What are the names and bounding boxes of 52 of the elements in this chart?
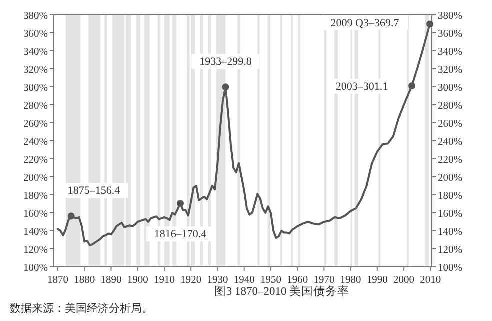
annotation: 2009 Q3–369.7: [330, 17, 400, 30]
y2-tick-label: 360%: [438, 29, 463, 40]
annotation: 2003–301.1: [336, 81, 388, 94]
x-tick-label: 1990: [366, 275, 388, 286]
x-tick-label: 1900: [127, 275, 148, 286]
x-tick-label: 1940: [234, 275, 255, 286]
y2-tick-label: 380%: [438, 11, 463, 22]
y-tick-label: 380%: [24, 11, 48, 22]
text: 图3 1870–2010 美国债务率: [214, 284, 350, 298]
y2-tick-label: 140%: [438, 227, 463, 238]
y-tick-label: 300%: [24, 83, 48, 94]
x-tick-label: 2000: [394, 275, 415, 286]
annotation: 1816–170.4: [154, 228, 208, 241]
y2-tick-label: 300%: [438, 83, 463, 94]
x-tick-label: 1910: [154, 275, 175, 286]
x-tick-label: 2010: [420, 275, 442, 286]
y-tick-label: 200%: [24, 173, 48, 184]
y-tick-label: 100%: [24, 263, 48, 274]
y2-tick-label: 220%: [438, 155, 463, 166]
y-tick-label: 140%: [24, 227, 48, 238]
source-note: 数据来源：美国经济分析局。: [10, 302, 153, 315]
y2-tick-label: 120%: [438, 245, 463, 256]
y-tick-label: 180%: [24, 191, 48, 202]
x-tick-label: 1920: [180, 275, 202, 286]
y2-tick-label: 100%: [438, 263, 463, 274]
x-tick-label: 1950: [260, 275, 282, 286]
y-tick-label: 320%: [24, 65, 48, 76]
y-tick-label: 240%: [24, 137, 48, 148]
y2-tick-label: 260%: [438, 119, 463, 130]
x-tick-label: 1930: [207, 275, 228, 286]
y2-tick-label: 320%: [438, 65, 463, 76]
annotation: 1933–299.8: [200, 56, 252, 68]
y2-tick-label: 280%: [438, 101, 463, 112]
x-tick-label: 1980: [340, 275, 362, 286]
y-tick-label: 280%: [24, 101, 48, 112]
x-tick-label: 1960: [287, 275, 308, 286]
y-tick-label: 120%: [24, 245, 48, 256]
y-tick-label: 220%: [24, 155, 48, 166]
annotation: 1875–156.4: [68, 185, 121, 198]
y2-tick-label: 180%: [438, 191, 463, 202]
y-tick-label: 160%: [24, 209, 48, 220]
y2-tick-label: 340%: [438, 47, 463, 58]
y2-tick-label: 160%: [438, 209, 463, 220]
y-tick-label: 260%: [24, 119, 48, 130]
y-tick-label: 360%: [24, 29, 48, 40]
y2-tick-label: 200%: [438, 173, 463, 184]
x-tick-label: 1970: [314, 275, 335, 286]
y2-tick-label: 240%: [438, 137, 463, 148]
x-tick-label: 1870: [47, 275, 68, 286]
x-tick-label: 1880: [74, 275, 96, 286]
x-tick-label: 1890: [100, 275, 122, 286]
y-tick-label: 340%: [24, 47, 48, 58]
